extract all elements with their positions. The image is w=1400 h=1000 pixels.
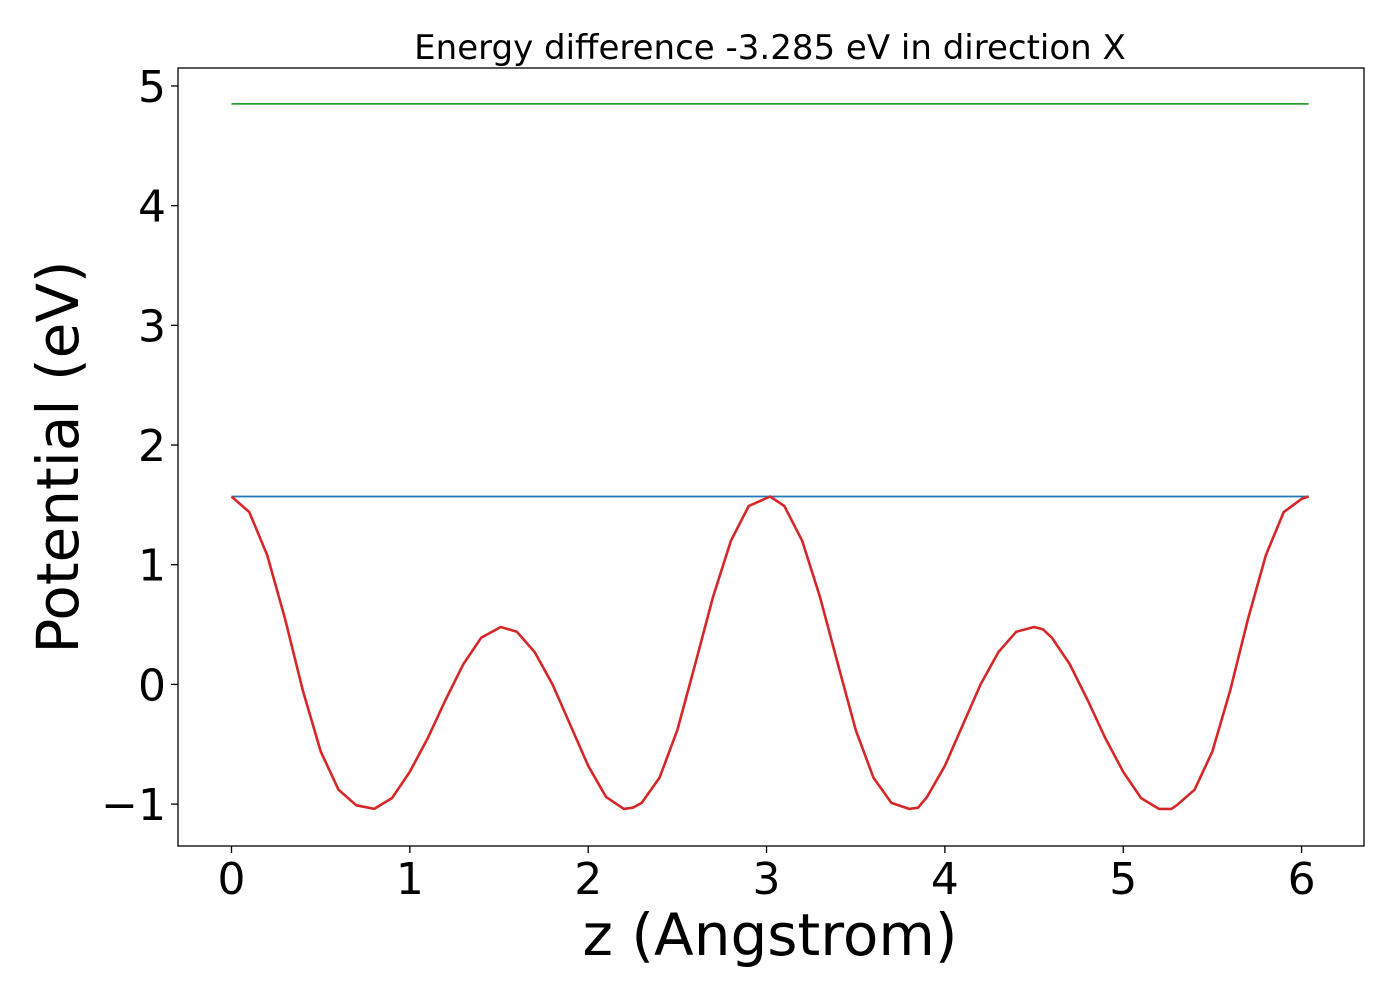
x-tick-label: 1	[396, 854, 424, 905]
plot-area	[230, 103, 1310, 811]
x-tick-label: 2	[574, 854, 602, 905]
x-axis: 0 1 2 3 4 5 6	[218, 846, 1316, 905]
y-tick-label: 2	[138, 421, 166, 472]
series-line-3	[230, 495, 1310, 811]
y-axis-title: Potential (eV)	[24, 260, 92, 653]
x-tick-label: 0	[218, 854, 246, 905]
x-tick-label: 6	[1288, 854, 1316, 905]
x-tick-label: 4	[931, 854, 959, 905]
x-tick-label: 3	[753, 854, 781, 905]
chart-title: Energy difference -3.285 eV in direction…	[414, 28, 1126, 68]
x-axis-title: z (Angstrom)	[583, 901, 958, 969]
y-axis: −1 0 1 2 3 4 5	[101, 62, 178, 831]
plot-frame	[177, 67, 1365, 847]
y-tick-label: −1	[101, 780, 166, 831]
y-tick-label: 0	[138, 660, 166, 711]
y-tick-label: 5	[138, 62, 166, 113]
y-tick-label: 4	[138, 182, 166, 233]
y-tick-label: 3	[138, 301, 166, 352]
x-tick-label: 5	[1109, 854, 1137, 905]
y-tick-label: 1	[138, 541, 166, 592]
